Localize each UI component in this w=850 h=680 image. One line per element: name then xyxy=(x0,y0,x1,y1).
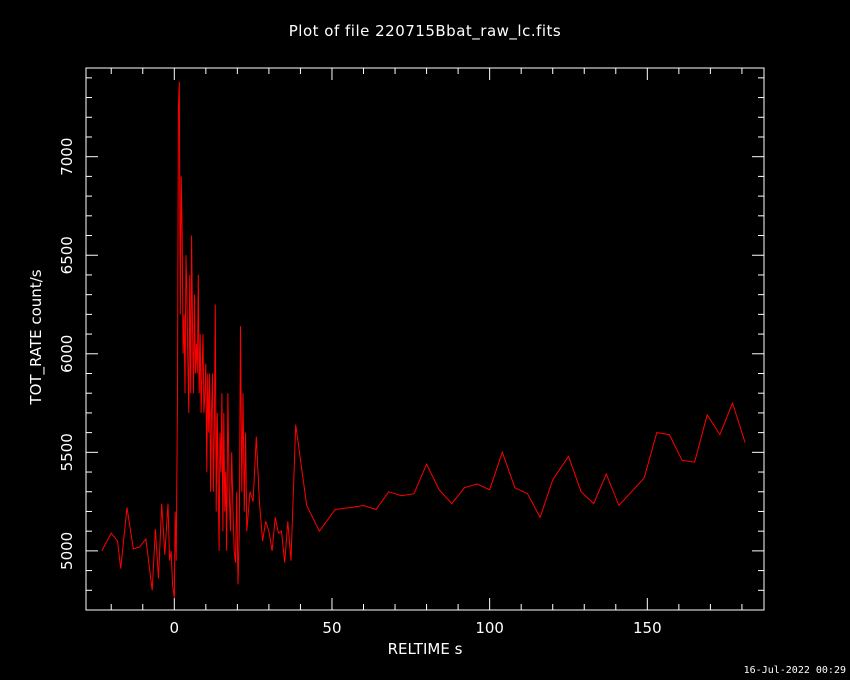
chart-title: Plot of file 220715Bbat_raw_lc.fits xyxy=(288,22,562,40)
x-tick-label: 100 xyxy=(475,619,504,637)
x-axis-label: RELTIME s xyxy=(387,640,463,658)
plot-frame xyxy=(85,67,765,611)
timestamp: 16-Jul-2022 00:29 xyxy=(743,665,846,676)
y-tick-label: 6500 xyxy=(58,236,76,274)
y-tick-label: 7000 xyxy=(58,138,76,176)
x-tick-label: 50 xyxy=(322,619,341,637)
y-tick-label: 5500 xyxy=(58,433,76,471)
series-line xyxy=(101,81,746,599)
x-tick-label: 0 xyxy=(170,619,180,637)
y-tick-label: 5000 xyxy=(58,532,76,570)
x-tick-label: 150 xyxy=(633,619,662,637)
y-tick-label: 6000 xyxy=(58,335,76,373)
y-axis-label: TOT_RATE count/s xyxy=(27,269,45,405)
